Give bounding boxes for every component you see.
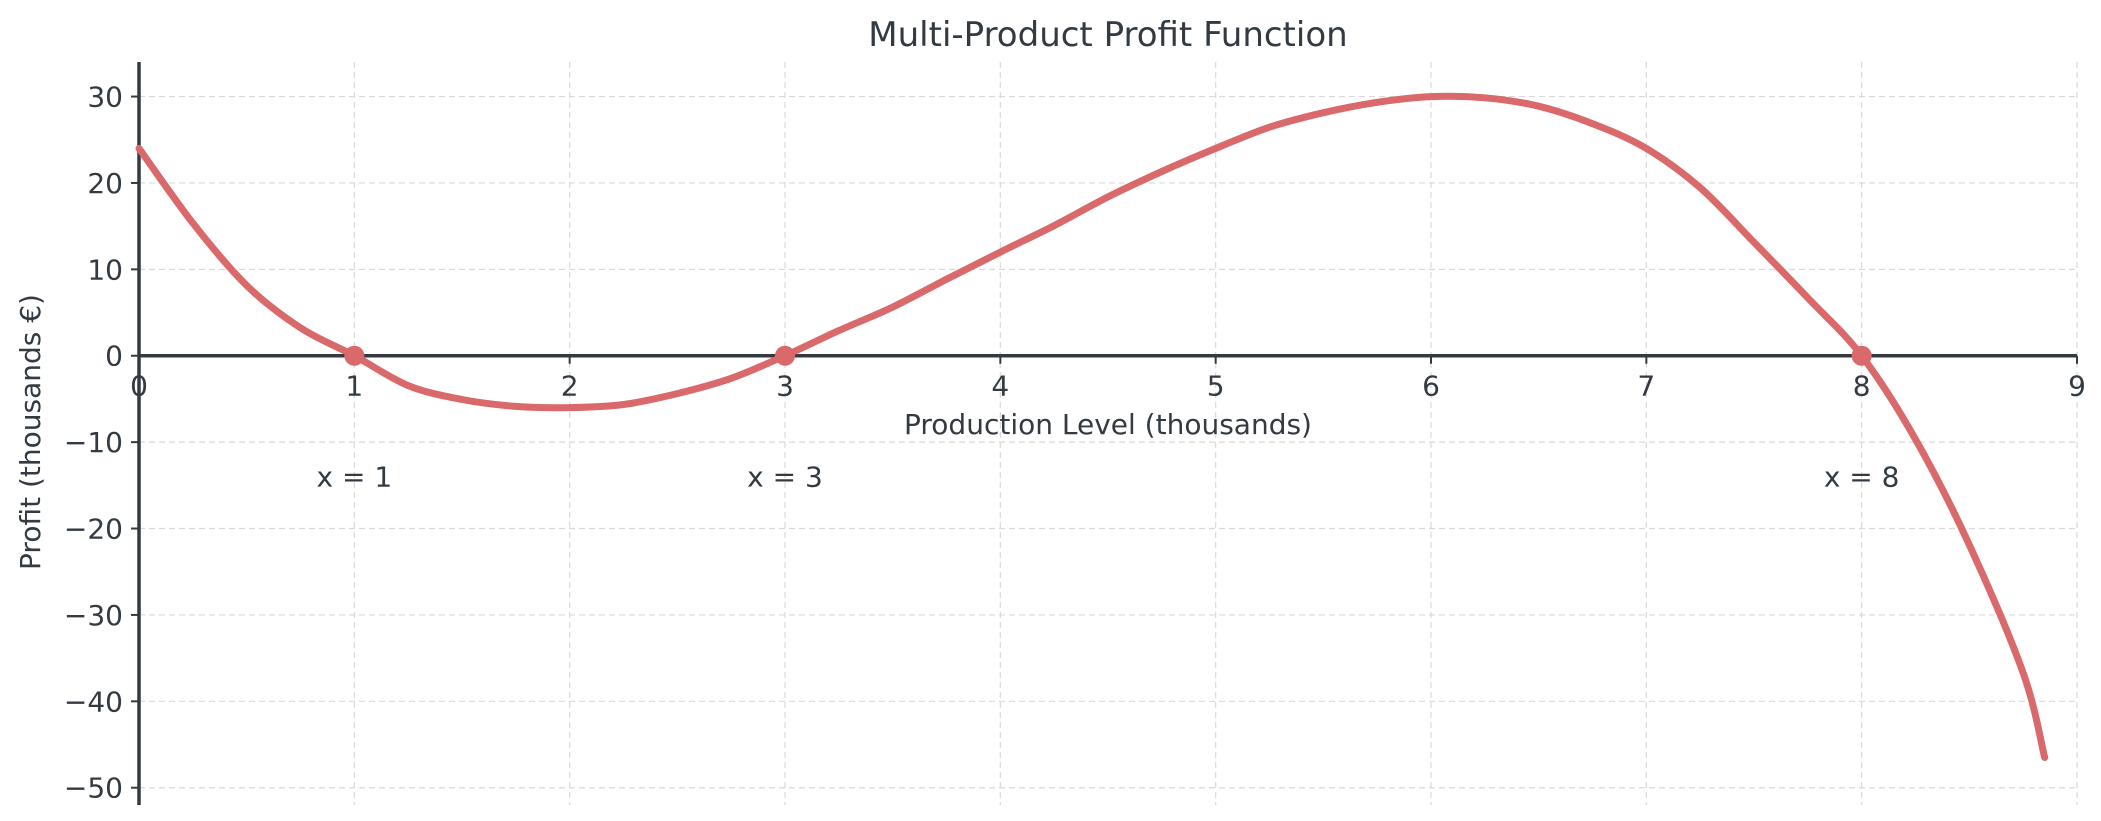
x-tick-label-9: 9 [2068,370,2086,403]
y-tick-label-2: 10 [87,253,123,286]
x-tick-label-5: 5 [1207,370,1225,403]
y-tick-label-8: −50 [64,772,123,805]
y-tick-label-4: −10 [64,426,123,459]
root-marker-2 [1851,345,1872,366]
root-label-0: x = 1 [317,461,393,494]
x-tick-label-8: 8 [1853,370,1871,403]
root-label-1: x = 3 [747,461,823,494]
y-tick-label-1: 20 [87,167,123,200]
root-marker-0 [344,345,365,366]
chart-title: Multi-Product Profit Function [868,15,1347,55]
x-tick-label-0: 0 [130,370,148,403]
profit-curve [135,92,2049,761]
y-axis-label: Profit (thousands €) [14,294,47,570]
root-marker-1 [775,345,795,366]
y-tick-label-6: −30 [64,599,123,632]
x-axis-ticks: 0 1 2 3 4 5 6 7 8 9 [130,355,2086,403]
x-tick-label-6: 6 [1422,370,1440,403]
y-tick-label-3: 0 [105,340,123,373]
x-tick-label-2: 2 [561,370,579,403]
y-tick-label-7: −40 [64,685,123,718]
y-tick-label-0: 30 [87,81,123,114]
x-tick-label-7: 7 [1637,370,1655,403]
x-tick-label-4: 4 [991,370,1009,403]
root-markers: x = 1 x = 3 x = 8 [317,345,1900,494]
y-tick-label-5: −20 [64,513,123,546]
y-axis-ticks: 30 20 10 0 −10 −20 −30 −40 −50 [64,81,139,805]
axes [137,62,2077,805]
root-label-2: x = 8 [1824,461,1900,494]
x-tick-label-3: 3 [776,370,794,403]
x-axis-label: Production Level (thousands) [904,408,1312,441]
x-tick-label-1: 1 [345,370,363,403]
